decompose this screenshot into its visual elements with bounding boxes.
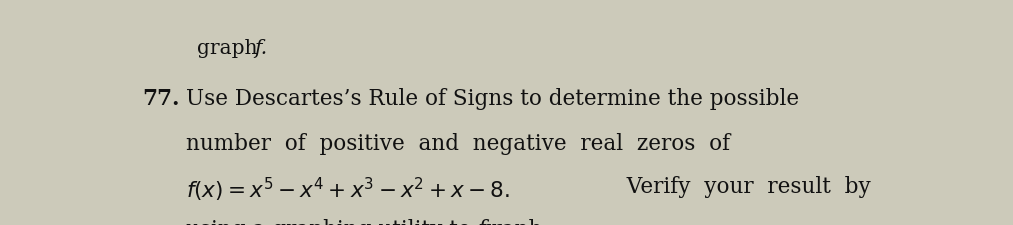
Text: f.: f. — [254, 39, 267, 58]
Text: Use Descartes’s Rule of Signs to determine the possible: Use Descartes’s Rule of Signs to determi… — [185, 88, 798, 110]
Text: number  of  positive  and  negative  real  zeros  of: number of positive and negative real zer… — [185, 133, 729, 155]
Text: f.: f. — [477, 219, 491, 225]
Text: $f(x) = x^5 - x^4 + x^3 - x^2 + x - 8.$: $f(x) = x^5 - x^4 + x^3 - x^2 + x - 8.$ — [185, 176, 510, 204]
Text: graph: graph — [198, 39, 264, 58]
Text: Verify  your  result  by: Verify your result by — [614, 176, 871, 198]
Text: 77.: 77. — [142, 88, 180, 110]
Text: using a graphing utility to graph: using a graphing utility to graph — [185, 219, 549, 225]
